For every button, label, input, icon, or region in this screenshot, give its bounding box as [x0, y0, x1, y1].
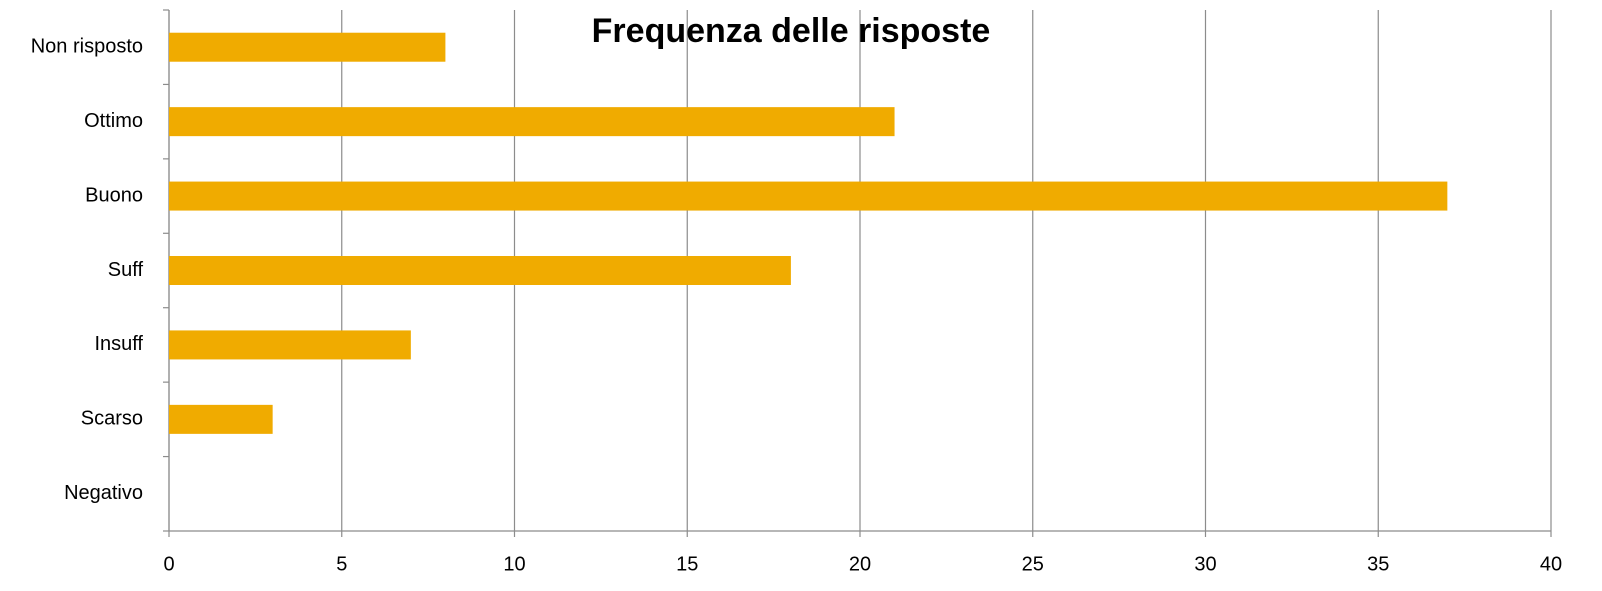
bar	[169, 107, 895, 137]
x-tick-label: 15	[676, 553, 698, 575]
bar	[169, 330, 411, 360]
y-tick-label: Ottimo	[84, 110, 143, 132]
y-tick-label: Insuff	[94, 333, 143, 355]
bar	[169, 32, 446, 62]
y-tick-label: Non risposto	[31, 35, 143, 57]
x-tick-label: 5	[336, 553, 347, 575]
x-tick-label: 0	[163, 553, 174, 575]
bar	[169, 256, 791, 285]
x-tick-label: 20	[849, 553, 871, 575]
chart-title: Frequenza delle risposte	[592, 12, 991, 50]
y-tick-label: Buono	[85, 184, 143, 206]
y-tick-label: Suff	[108, 259, 144, 281]
y-tick-label: Negativo	[64, 482, 143, 504]
x-tick-label: 30	[1194, 553, 1216, 575]
bar	[169, 181, 1448, 211]
bar	[169, 404, 273, 434]
x-tick-label: 35	[1367, 553, 1389, 575]
x-tick-label: 10	[503, 553, 525, 575]
y-tick-label: Scarso	[81, 408, 143, 430]
x-tick-label: 40	[1540, 553, 1562, 575]
x-tick-label: 25	[1022, 553, 1044, 575]
